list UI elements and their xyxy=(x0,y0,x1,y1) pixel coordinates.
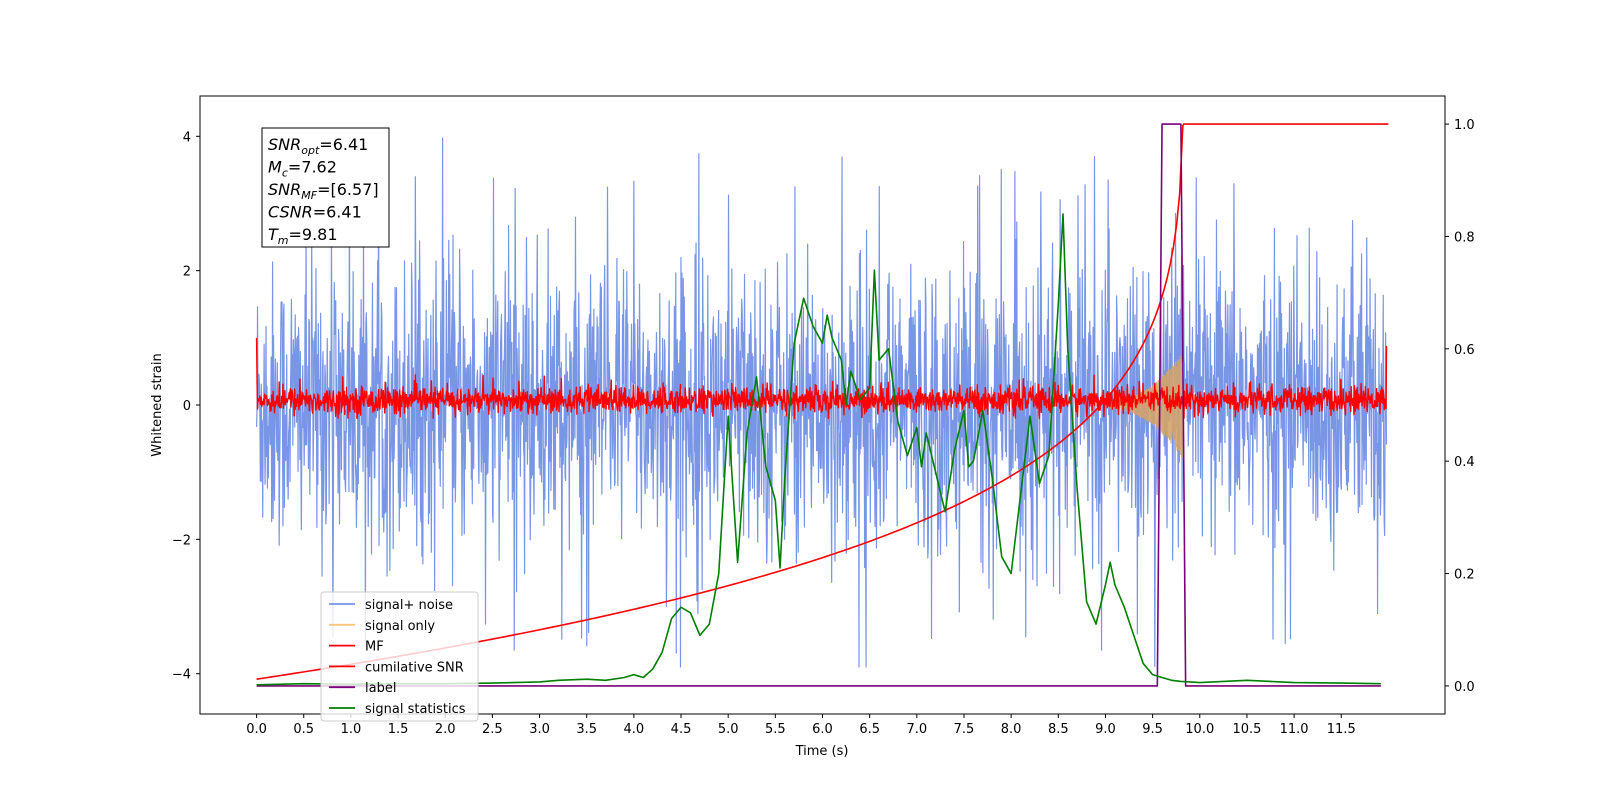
x-tick-label: 4.5 xyxy=(671,722,692,737)
x-axis-label: Time (s) xyxy=(795,744,849,759)
y-axis-left: −4 −2 0 2 4 xyxy=(172,130,200,683)
x-tick-label: 10.0 xyxy=(1185,722,1214,737)
y-tick-label: 4 xyxy=(183,130,191,145)
x-tick-label: 4.0 xyxy=(624,722,645,737)
x-axis: 0.0 0.5 1.0 1.5 2.0 2.5 3.0 3.5 4.0 4.5 5.0 5.5 6.0 6… xyxy=(246,714,1356,737)
x-tick-label: 2.5 xyxy=(482,722,503,737)
x-tick-label: 0.0 xyxy=(246,722,267,737)
y-tick-label: −4 xyxy=(172,668,191,683)
y-axis-right: 0.0 0.2 0.4 0.6 0.8 1.0 xyxy=(1445,118,1475,695)
series-signal-plus-noise xyxy=(255,135,1388,668)
legend-frame xyxy=(320,591,479,722)
y-axis-label: Whitened strain xyxy=(150,353,165,456)
x-tick-label: 3.5 xyxy=(576,722,597,737)
series-mf xyxy=(255,337,1388,420)
x-tick-label: 7.5 xyxy=(954,722,975,737)
x-tick-label: 6.0 xyxy=(812,722,833,737)
x-tick-label: 3.0 xyxy=(529,722,550,737)
x-tick-label: 9.5 xyxy=(1142,722,1163,737)
x-tick-label: 1.0 xyxy=(341,722,362,737)
y2-tick-label: 1.0 xyxy=(1454,118,1475,133)
series-label xyxy=(256,123,1381,687)
x-tick-label: 10.5 xyxy=(1232,722,1261,737)
annotation-line: SNRMF=[6.57] xyxy=(268,180,379,202)
x-tick-label: 5.0 xyxy=(718,722,739,737)
x-tick-label: 5.5 xyxy=(765,722,786,737)
legend-label: MF xyxy=(365,640,384,655)
label-line xyxy=(256,123,1381,687)
annotation-frame xyxy=(261,127,390,248)
x-tick-label: 6.5 xyxy=(859,722,880,737)
x-tick-label: 0.5 xyxy=(293,722,314,737)
annotation-line: SNRopt=6.41 xyxy=(268,135,368,157)
y-tick-label: 2 xyxy=(183,265,191,280)
legend-label: signal only xyxy=(365,619,435,634)
x-tick-label: 9.0 xyxy=(1095,722,1116,737)
signal-plus-noise-line xyxy=(255,135,1388,668)
x-tick-label: 8.5 xyxy=(1048,722,1069,737)
annotation-line: CSNR=6.41 xyxy=(268,203,362,222)
legend-label: label xyxy=(365,681,396,696)
legend-label: signal statistics xyxy=(365,702,466,717)
y2-tick-label: 0.2 xyxy=(1454,568,1475,583)
x-tick-label: 8.0 xyxy=(1001,722,1022,737)
x-tick-label: 11.0 xyxy=(1280,722,1309,737)
y-tick-label: 0 xyxy=(183,399,191,414)
y2-tick-label: 0.8 xyxy=(1454,230,1475,245)
x-tick-label: 7.0 xyxy=(906,722,927,737)
y2-tick-label: 0.4 xyxy=(1454,455,1475,470)
y2-tick-label: 0.0 xyxy=(1454,680,1475,695)
series-signal-statistics xyxy=(256,213,1381,686)
legend-label: cumilative SNR xyxy=(365,660,464,675)
mf-line xyxy=(255,337,1388,420)
y-tick-label: −2 xyxy=(172,533,191,548)
legend: signal+ noise signal only MF cumilative SNR… xyxy=(320,591,479,722)
x-tick-label: 1.5 xyxy=(388,722,409,737)
y2-tick-label: 0.6 xyxy=(1454,343,1475,358)
x-tick-label: 11.5 xyxy=(1327,722,1356,737)
annotation-line: Mc=7.62 xyxy=(268,158,337,180)
annotation-line: Tm=9.81 xyxy=(268,225,338,247)
x-tick-label: 2.0 xyxy=(435,722,456,737)
legend-label: signal+ noise xyxy=(365,598,453,613)
